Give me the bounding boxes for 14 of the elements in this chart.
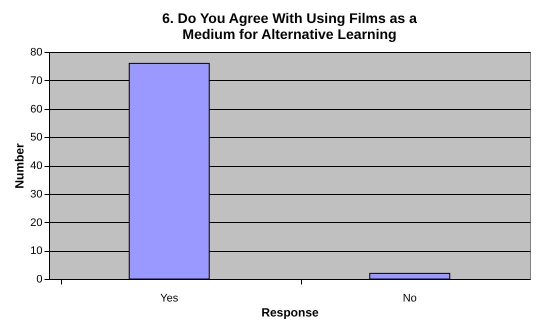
- x-tick-label: Yes: [160, 292, 179, 304]
- x-axis-title: Response: [261, 306, 319, 320]
- y-tick-label: 60: [30, 103, 42, 116]
- y-tick-label: 10: [30, 245, 42, 258]
- y-tick-label: 80: [30, 46, 42, 58]
- y-tick-label: 50: [30, 132, 42, 144]
- y-tick-label: 40: [30, 160, 42, 172]
- y-tick-label: 70: [30, 74, 42, 87]
- x-tick-label: No: [402, 292, 417, 304]
- y-tick-label: 20: [30, 216, 42, 229]
- y-axis-title: Number: [12, 143, 26, 189]
- chart-title: 6. Do You Agree With Using Films as a Medium for Alternative Learning: [162, 10, 418, 42]
- y-tick-label: 30: [30, 188, 42, 200]
- y-tick-label: 0: [36, 274, 42, 286]
